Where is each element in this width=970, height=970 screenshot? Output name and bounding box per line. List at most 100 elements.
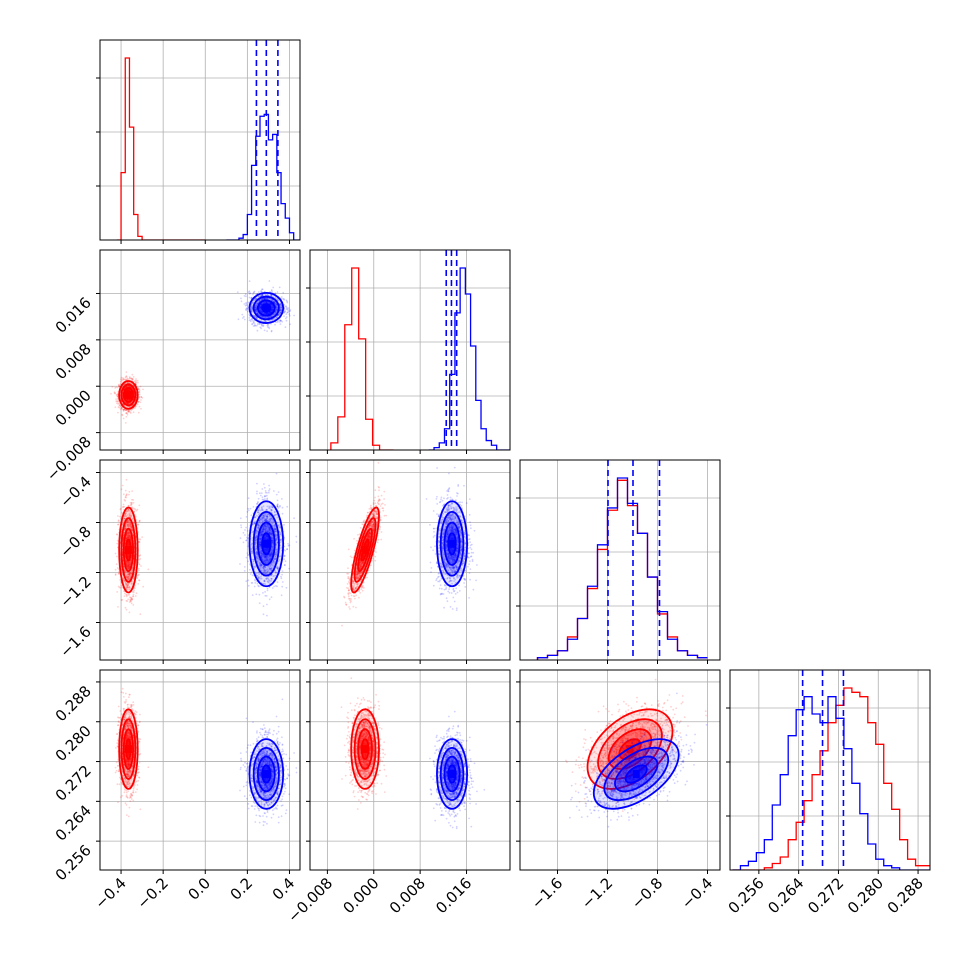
scatter-point bbox=[279, 312, 282, 315]
scatter-point bbox=[270, 303, 273, 306]
scatter-point bbox=[250, 514, 253, 517]
scatter-point bbox=[128, 571, 131, 574]
scatter-point bbox=[252, 506, 255, 508]
scatter-point bbox=[130, 377, 133, 380]
scatter-point bbox=[243, 315, 245, 318]
scatter-point bbox=[253, 321, 255, 323]
scatter-point bbox=[130, 602, 133, 605]
scatter-point bbox=[259, 305, 262, 308]
scatter-point bbox=[258, 585, 260, 588]
scatter-point bbox=[271, 309, 274, 312]
scatter-point bbox=[255, 311, 258, 314]
scatter-point bbox=[287, 311, 289, 314]
scatter-point bbox=[246, 536, 248, 539]
scatter-point bbox=[261, 315, 264, 318]
scatter-point bbox=[128, 574, 130, 576]
scatter-point bbox=[251, 322, 254, 325]
scatter-point bbox=[125, 561, 128, 564]
scatter-point bbox=[265, 301, 268, 304]
scatter-point bbox=[114, 573, 117, 576]
scatter-point bbox=[268, 598, 271, 601]
scatter-point bbox=[132, 411, 135, 414]
scatter-point bbox=[266, 614, 268, 617]
scatter-point bbox=[132, 591, 135, 594]
scatter-point bbox=[130, 572, 133, 575]
scatter-point bbox=[244, 529, 246, 531]
scatter-point bbox=[240, 524, 242, 526]
scatter-point bbox=[115, 563, 118, 566]
scatter-point bbox=[131, 373, 134, 376]
scatter-point bbox=[280, 594, 283, 597]
scatter-point bbox=[115, 393, 118, 396]
scatter-point bbox=[284, 310, 287, 313]
scatter-point bbox=[122, 377, 124, 380]
scatter-point bbox=[249, 292, 252, 295]
scatter-point bbox=[245, 295, 247, 298]
scatter-point bbox=[271, 304, 274, 306]
scatter-point bbox=[257, 295, 260, 298]
scatter-point bbox=[123, 378, 126, 381]
scatter-point bbox=[254, 324, 256, 327]
scatter-point bbox=[270, 303, 272, 306]
scatter-point bbox=[279, 311, 282, 314]
scatter-point bbox=[137, 563, 140, 565]
scatter-point bbox=[114, 392, 116, 395]
scatter-point bbox=[262, 316, 264, 318]
scatter-point bbox=[248, 292, 251, 295]
scatter-point bbox=[116, 402, 118, 405]
scatter-point bbox=[136, 577, 139, 580]
scatter-point bbox=[250, 306, 253, 308]
scatter-point bbox=[271, 299, 274, 302]
scatter-point bbox=[270, 294, 273, 297]
scatter-point bbox=[258, 307, 261, 310]
scatter-point bbox=[260, 327, 263, 330]
scatter-point bbox=[270, 311, 272, 314]
scatter-point bbox=[125, 594, 128, 597]
scatter-point bbox=[126, 585, 129, 588]
scatter-point bbox=[139, 558, 142, 560]
scatter-point bbox=[130, 572, 133, 575]
scatter-point bbox=[120, 507, 122, 510]
scatter-point bbox=[280, 308, 282, 311]
scatter-point bbox=[260, 304, 263, 307]
scatter-point bbox=[261, 302, 264, 305]
scatter-point bbox=[125, 371, 128, 373]
scatter-point bbox=[279, 311, 282, 314]
scatter-point bbox=[276, 308, 278, 311]
scatter-point bbox=[137, 583, 140, 585]
scatter-point bbox=[126, 377, 129, 380]
scatter-point bbox=[131, 378, 134, 380]
scatter-point bbox=[131, 517, 134, 520]
scatter-point bbox=[135, 509, 138, 512]
scatter-point bbox=[254, 309, 257, 312]
scatter-point bbox=[126, 574, 129, 577]
scatter-point bbox=[117, 515, 119, 517]
scatter-point bbox=[264, 320, 266, 322]
scatter-point bbox=[245, 308, 247, 311]
scatter-point bbox=[287, 307, 290, 310]
scatter-point bbox=[123, 579, 126, 582]
scatter-point bbox=[137, 401, 140, 404]
scatter-point bbox=[125, 563, 128, 566]
scatter-point bbox=[138, 558, 140, 561]
scatter-point bbox=[126, 382, 129, 384]
scatter-point bbox=[128, 593, 131, 596]
scatter-point bbox=[117, 411, 119, 414]
scatter-point bbox=[250, 318, 253, 321]
scatter-point bbox=[128, 514, 131, 516]
scatter-point bbox=[274, 312, 277, 315]
scatter-point bbox=[251, 323, 253, 326]
scatter-point bbox=[127, 389, 130, 391]
scatter-point bbox=[260, 289, 263, 292]
scatter-point bbox=[124, 489, 127, 492]
scatter-point bbox=[125, 608, 128, 611]
scatter-point bbox=[270, 294, 272, 297]
scatter-point bbox=[277, 314, 280, 316]
scatter-point bbox=[115, 398, 118, 400]
scatter-point bbox=[247, 579, 250, 582]
scatter-point bbox=[119, 380, 122, 383]
scatter-point bbox=[137, 400, 140, 403]
scatter-point bbox=[279, 504, 281, 507]
scatter-point bbox=[132, 501, 135, 504]
